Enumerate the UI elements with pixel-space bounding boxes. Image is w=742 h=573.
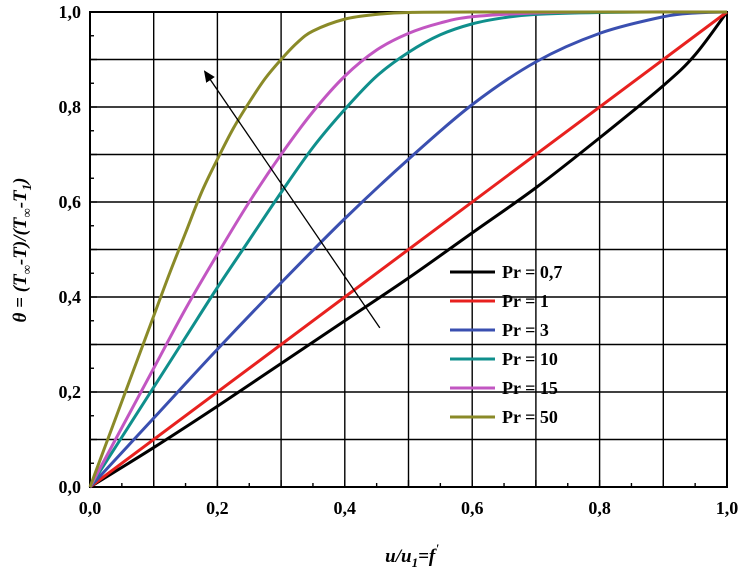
y-title-end: ): [10, 178, 31, 186]
legend-label: Pr = 0,7: [502, 262, 562, 282]
y-title-pre: θ = (T: [10, 273, 31, 323]
x-tick-label: 1,0: [716, 498, 739, 518]
x-axis-title: u/u1=f': [385, 541, 439, 570]
legend-label: Pr = 15: [502, 378, 558, 398]
trend-arrow: [203, 70, 381, 329]
legend-label: Pr = 1: [502, 291, 549, 311]
series-line-pr-3: [88, 10, 728, 489]
y-title-sub-inf-1: ∞: [19, 265, 34, 274]
x-tick-labels: 0,0 0,2 0,4 0,6 0,8 1,0: [79, 498, 739, 518]
y-tick-label: 0,6: [59, 192, 82, 212]
y-tick-label: 0,8: [59, 97, 82, 117]
y-tick-label: 0,4: [59, 287, 82, 307]
x-tick-label: 0,6: [461, 498, 484, 518]
x-title-eq: =f: [418, 546, 437, 567]
series-line-pr-0-7: [89, 11, 729, 489]
x-tick-label: 0,0: [79, 498, 102, 518]
x-title-sup: ': [435, 541, 439, 556]
y-title-mid-2: -T: [10, 189, 31, 208]
y-tick-label: 1,0: [59, 2, 82, 22]
x-tick-label: 0,8: [588, 498, 611, 518]
x-tick-label: 0,4: [334, 498, 357, 518]
legend-label: Pr = 3: [502, 320, 549, 340]
legend-label: Pr = 10: [502, 349, 558, 369]
y-axis-title: θ = (T∞-T)/(T∞-T1): [10, 178, 34, 323]
series-line-pr-1: [89, 10, 728, 489]
series-lines: [88, 10, 729, 489]
y-tick-label: 0,0: [59, 477, 82, 497]
y-title-mid-1: -T)/(T: [10, 216, 31, 265]
y-title-sub-inf-2: ∞: [19, 208, 34, 217]
x-title-main: u/u: [385, 546, 411, 567]
axis-ticks: [89, 11, 728, 488]
y-title-sub-1: 1: [19, 184, 34, 191]
legend: Pr = 0,7 Pr = 1 Pr = 3 Pr = 10 Pr = 15 Pr = 5…: [450, 262, 562, 427]
y-tick-label: 0,2: [59, 382, 82, 402]
legend-label: Pr = 50: [502, 407, 558, 427]
x-title-sub: 1: [412, 555, 419, 570]
series-line-pr-50: [88, 10, 728, 488]
y-tick-labels: 0,0 0,2 0,4 0,6 0,8 1,0: [59, 2, 82, 497]
x-tick-label: 0,2: [206, 498, 229, 518]
